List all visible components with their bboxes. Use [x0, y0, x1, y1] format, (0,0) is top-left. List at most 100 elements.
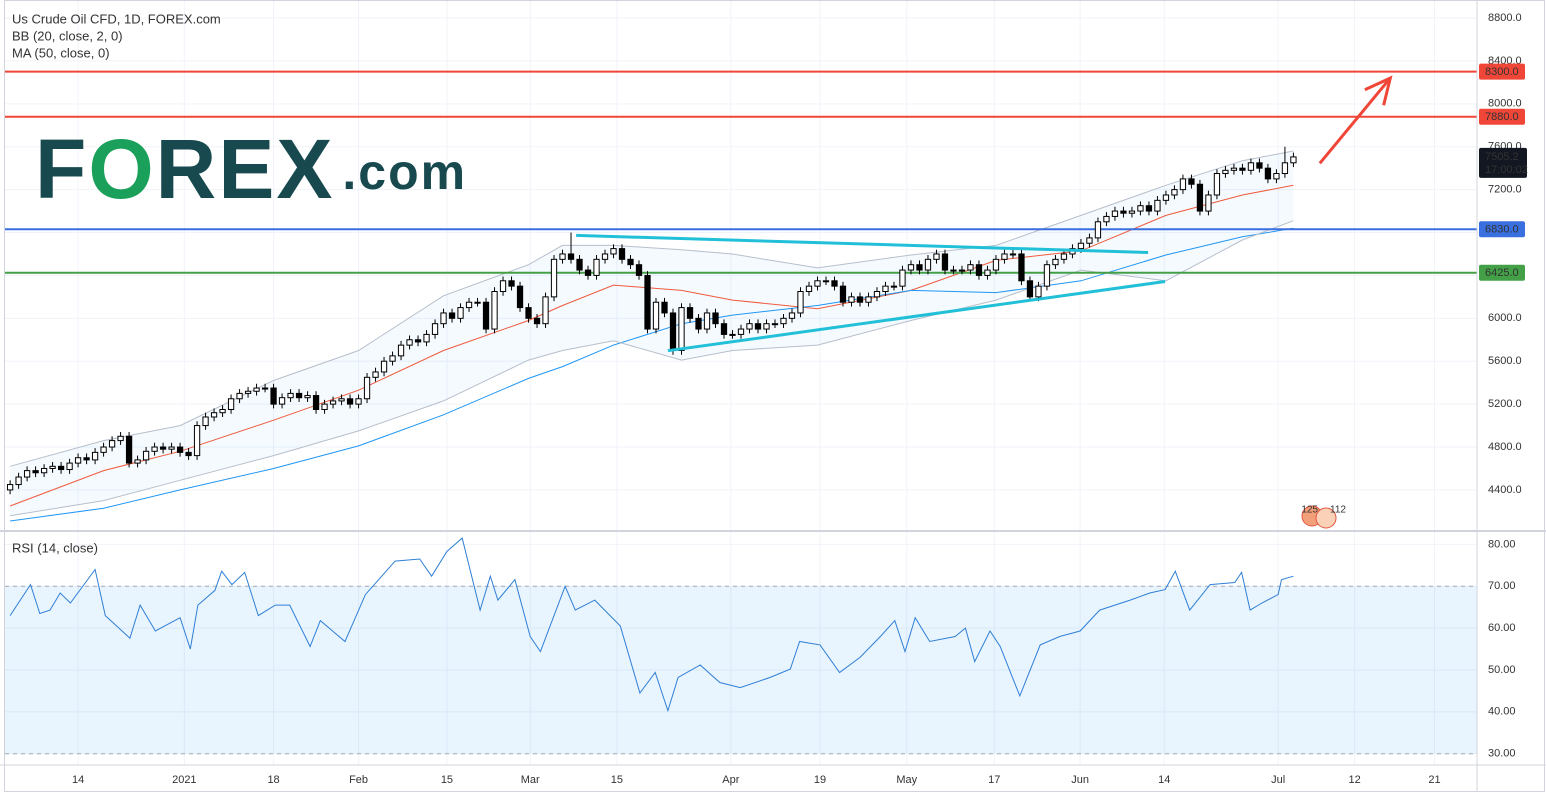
- candle-body: [406, 339, 413, 346]
- indicator-label: BB (20, close, 2, 0): [12, 28, 123, 43]
- candle-body: [1188, 178, 1195, 185]
- candle-body: [1222, 169, 1229, 175]
- candle-body: [151, 446, 158, 452]
- level-label-box: [1479, 221, 1525, 238]
- candle-body: [1111, 210, 1119, 217]
- candle-body: [763, 323, 770, 330]
- x-tick-label: 15: [611, 774, 623, 786]
- candle-body: [1281, 162, 1289, 175]
- candle-body: [57, 465, 65, 471]
- event-icon: [1315, 507, 1337, 529]
- indicator-line: [10, 227, 1294, 522]
- x-tick-label: 14: [1158, 774, 1170, 786]
- candle-body: [440, 312, 447, 325]
- candle-body: [958, 269, 966, 272]
- y-tick-label: 6000.0: [1488, 312, 1522, 324]
- y-tick-label: 8000.0: [1488, 98, 1522, 110]
- candle-body: [848, 296, 855, 303]
- x-tick-label: 14: [72, 774, 84, 786]
- candle-body: [1290, 156, 1297, 164]
- level-label: 7880.0: [1485, 111, 1519, 123]
- trendline: [576, 233, 1149, 254]
- x-tick-label: Jun: [1071, 774, 1089, 786]
- candle-body: [967, 264, 974, 271]
- candle-body: [941, 253, 949, 271]
- y-tick-label: 4400.0: [1488, 484, 1522, 496]
- candle-body: [32, 470, 39, 474]
- x-tick-label: Mar: [521, 774, 540, 786]
- candle-body: [1273, 173, 1280, 180]
- candle-body: [66, 462, 73, 471]
- candle-body: [202, 416, 209, 427]
- candle-body: [992, 258, 1000, 271]
- candle-body: [916, 264, 923, 271]
- x-tick-label: Apr: [722, 774, 739, 786]
- candle-body: [423, 333, 430, 343]
- candle-body: [737, 328, 745, 335]
- candle-body: [74, 457, 82, 464]
- candle-body: [618, 248, 626, 260]
- candle-body: [278, 397, 286, 405]
- candle-body: [601, 253, 609, 260]
- arrow: [1318, 77, 1392, 165]
- x-tick-label: 18: [267, 774, 279, 786]
- candle-body: [1043, 264, 1051, 287]
- candle-body: [1264, 167, 1272, 180]
- candle-body: [669, 312, 677, 351]
- candle-body: [950, 269, 957, 272]
- candle-body: [1247, 162, 1255, 171]
- candle-body: [295, 392, 303, 399]
- y-tick-label: 30.00: [1488, 748, 1516, 760]
- candle-body: [491, 291, 498, 330]
- candle-body: [83, 457, 90, 461]
- candle-body: [1026, 280, 1034, 298]
- candle-body: [6, 484, 14, 491]
- candle-body: [856, 296, 864, 303]
- level-label: 6830.0: [1485, 224, 1519, 236]
- x-tick-label: 15: [441, 774, 453, 786]
- candle-body: [312, 395, 320, 410]
- y-tick-label: 5600.0: [1488, 355, 1522, 367]
- rsi-line: [9, 537, 1294, 713]
- candle-body: [457, 307, 464, 319]
- candle-body: [261, 387, 269, 390]
- candle-body: [559, 253, 566, 260]
- candle-body: [244, 390, 252, 394]
- candle-body: [1171, 189, 1178, 196]
- candle-body: [1239, 167, 1246, 171]
- candle-body: [1162, 194, 1170, 201]
- candle-body: [482, 301, 490, 330]
- candle-body: [567, 253, 575, 260]
- y-tick-label: 40.00: [1488, 706, 1516, 718]
- candle-body: [1077, 242, 1085, 250]
- candle-body: [516, 285, 524, 309]
- candle-body: [100, 446, 107, 453]
- level-label-box: [1479, 264, 1525, 281]
- candle-body: [924, 258, 932, 271]
- candle-body: [644, 274, 651, 330]
- y-tick-label: 50.00: [1488, 664, 1516, 676]
- candle-body: [448, 312, 456, 319]
- candle-body: [754, 323, 762, 330]
- candle-body: [23, 470, 31, 478]
- candle-body: [1035, 285, 1042, 298]
- candle-body: [508, 280, 515, 287]
- candle-body: [1086, 237, 1093, 244]
- level-label-box: [1479, 63, 1525, 80]
- logo-part: REX: [156, 122, 335, 216]
- candle-body: [142, 450, 150, 461]
- last-price-box: [1479, 147, 1527, 178]
- candle-body: [346, 398, 354, 405]
- candle-body: [814, 280, 821, 287]
- x-tick-label: 12: [1348, 774, 1360, 786]
- candle-body: [533, 317, 541, 325]
- candle-body: [253, 387, 260, 392]
- x-tick-label: 17: [988, 774, 1000, 786]
- x-tick-label: 19: [814, 774, 826, 786]
- candle-body: [746, 323, 753, 330]
- candle-body: [91, 451, 99, 461]
- y-tick-label: 7200.0: [1488, 184, 1522, 196]
